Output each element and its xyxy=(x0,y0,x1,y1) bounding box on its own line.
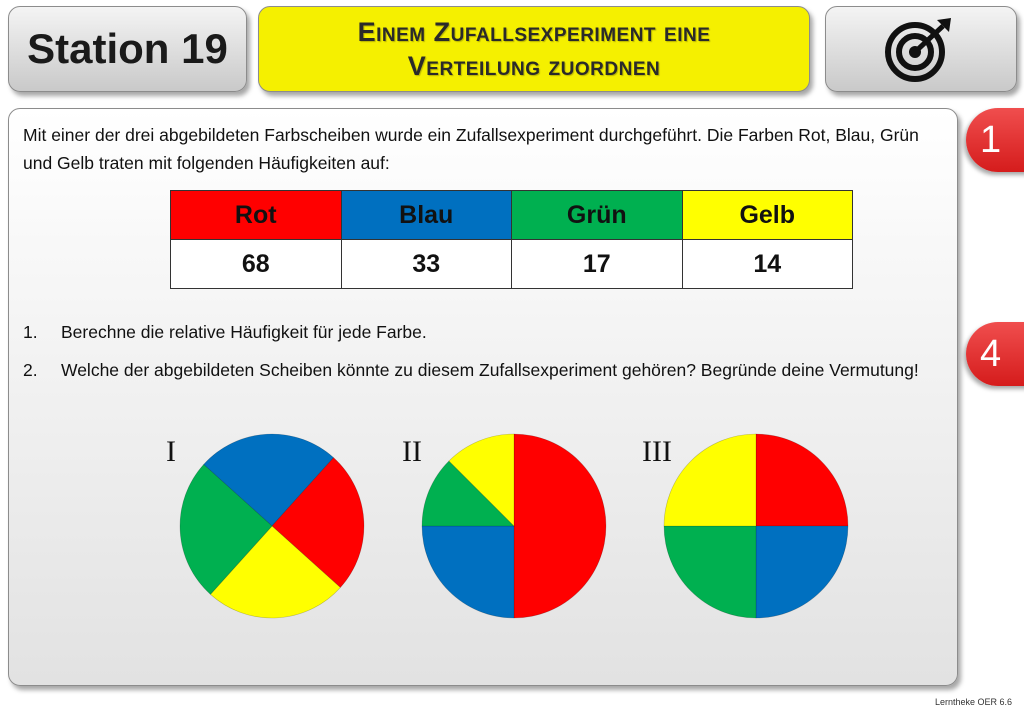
color-disk-3 xyxy=(663,433,849,619)
station-text: Station 19 xyxy=(27,25,228,72)
content-panel: Mit einer der drei abgebildeten Farbsche… xyxy=(8,108,958,686)
table-header-cell: Blau xyxy=(340,190,512,240)
station-label: Station 19 xyxy=(8,6,247,92)
task-item: 2. Welche der abgebildeten Scheiben könn… xyxy=(23,357,943,383)
title-line-1: Einem Zufallsexperiment eine xyxy=(357,17,711,47)
disk-segment xyxy=(210,525,341,619)
difficulty-badge-1: 1 xyxy=(966,108,1024,172)
disk-segment xyxy=(421,460,515,527)
title-line-2: Verteilung zuordnen xyxy=(407,51,661,81)
task-item: 1. Berechne die relative Häufigkeit für … xyxy=(23,319,943,345)
disk-segment xyxy=(203,433,334,527)
task-number: 2. xyxy=(23,360,38,380)
table-cell: 17 xyxy=(511,239,683,289)
color-disk-1 xyxy=(179,433,365,619)
disk-segment xyxy=(755,433,849,527)
disk-segment xyxy=(663,433,757,527)
page-title: Einem Zufallsexperiment eine Verteilung … xyxy=(258,6,810,92)
table-header-row: Rot Blau Grün Gelb xyxy=(170,190,853,240)
disk-segment xyxy=(271,457,365,588)
task-text: Welche der abgebildeten Scheiben könnte … xyxy=(61,360,919,380)
table-header-cell: Gelb xyxy=(681,190,853,240)
target-icon xyxy=(885,18,951,82)
badge-number: 1 xyxy=(980,118,1002,161)
disk-label: I xyxy=(166,435,176,468)
disk-label: II xyxy=(402,435,422,468)
table-header-cell: Grün xyxy=(511,190,683,240)
badge-number: 4 xyxy=(980,332,1002,375)
task-list: 1. Berechne die relative Häufigkeit für … xyxy=(23,319,943,395)
disk-label: III xyxy=(642,435,672,468)
table-header-cell: Rot xyxy=(170,190,342,240)
table-cell: 68 xyxy=(170,239,342,289)
disk-segment xyxy=(663,525,757,619)
target-icon-box xyxy=(825,6,1017,92)
disk-segment xyxy=(513,433,607,619)
disk-segment xyxy=(421,525,515,619)
difficulty-badge-4: 4 xyxy=(966,322,1024,386)
intro-text: Mit einer der drei abgebildeten Farbsche… xyxy=(23,125,919,173)
disk-segment xyxy=(448,433,515,527)
color-disk-2 xyxy=(421,433,607,619)
disk-segment xyxy=(755,525,849,619)
task-text: Berechne die relative Häufigkeit für jed… xyxy=(61,322,427,342)
table-row: 68 33 17 14 xyxy=(170,239,853,289)
disk-segment xyxy=(179,464,273,595)
frequency-table: Rot Blau Grün Gelb 68 33 17 14 xyxy=(170,190,853,289)
table-cell: 33 xyxy=(340,239,512,289)
table-cell: 14 xyxy=(681,239,853,289)
footer-text: Lerntheke OER 6.6 xyxy=(934,697,1012,707)
task-number: 1. xyxy=(23,322,38,342)
